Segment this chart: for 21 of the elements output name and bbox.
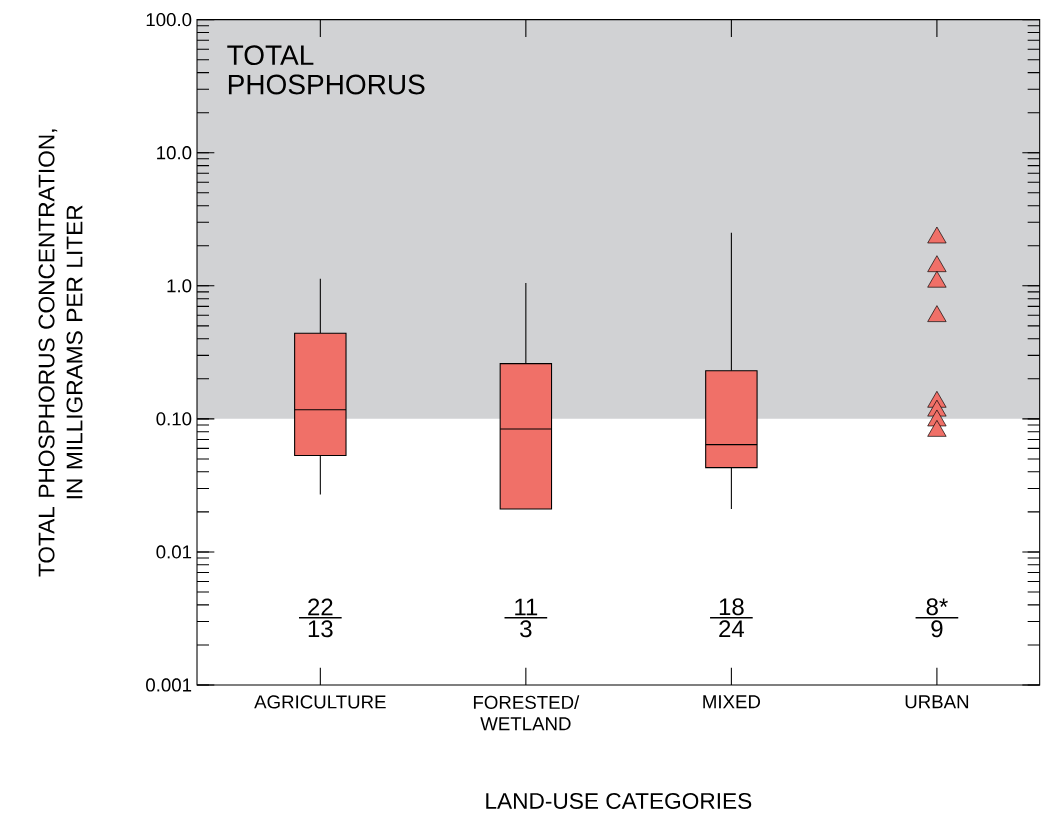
x-tick-label: AGRICULTURE [254,695,386,709]
annotation: 3 [520,620,532,638]
text: TOTAL PHOSPHORUS [227,45,425,95]
y-tick-label: 0.10 [156,412,192,426]
annotation: 13 [308,620,333,638]
x-tick-label: MIXED [703,695,761,708]
x-tick-label: URBAN [905,695,969,709]
y-tick-label: 100.0 [146,12,192,27]
annotation: 9 [931,620,943,638]
annotation: 8* [926,598,948,616]
y-tick-label: 0.01 [156,545,192,559]
x-tick-label: FORESTED/ WETLAND [473,695,580,730]
x-axis-title: LAND-USE CATEGORIES [486,792,752,809]
y-tick-label: 0.001 [146,678,192,692]
annotation: 11 [515,598,538,616]
annotation: 18 [719,598,744,616]
y-tick-label: 10.0 [157,145,192,160]
annotation: 24 [719,620,745,637]
y-axis-title: TOTAL PHOSPHORUS CONCENTRATION, IN MILLIGRAMS PER LITER [38,129,83,577]
y-tick-label: 1.0 [167,278,192,293]
annotation: 22 [308,598,333,616]
